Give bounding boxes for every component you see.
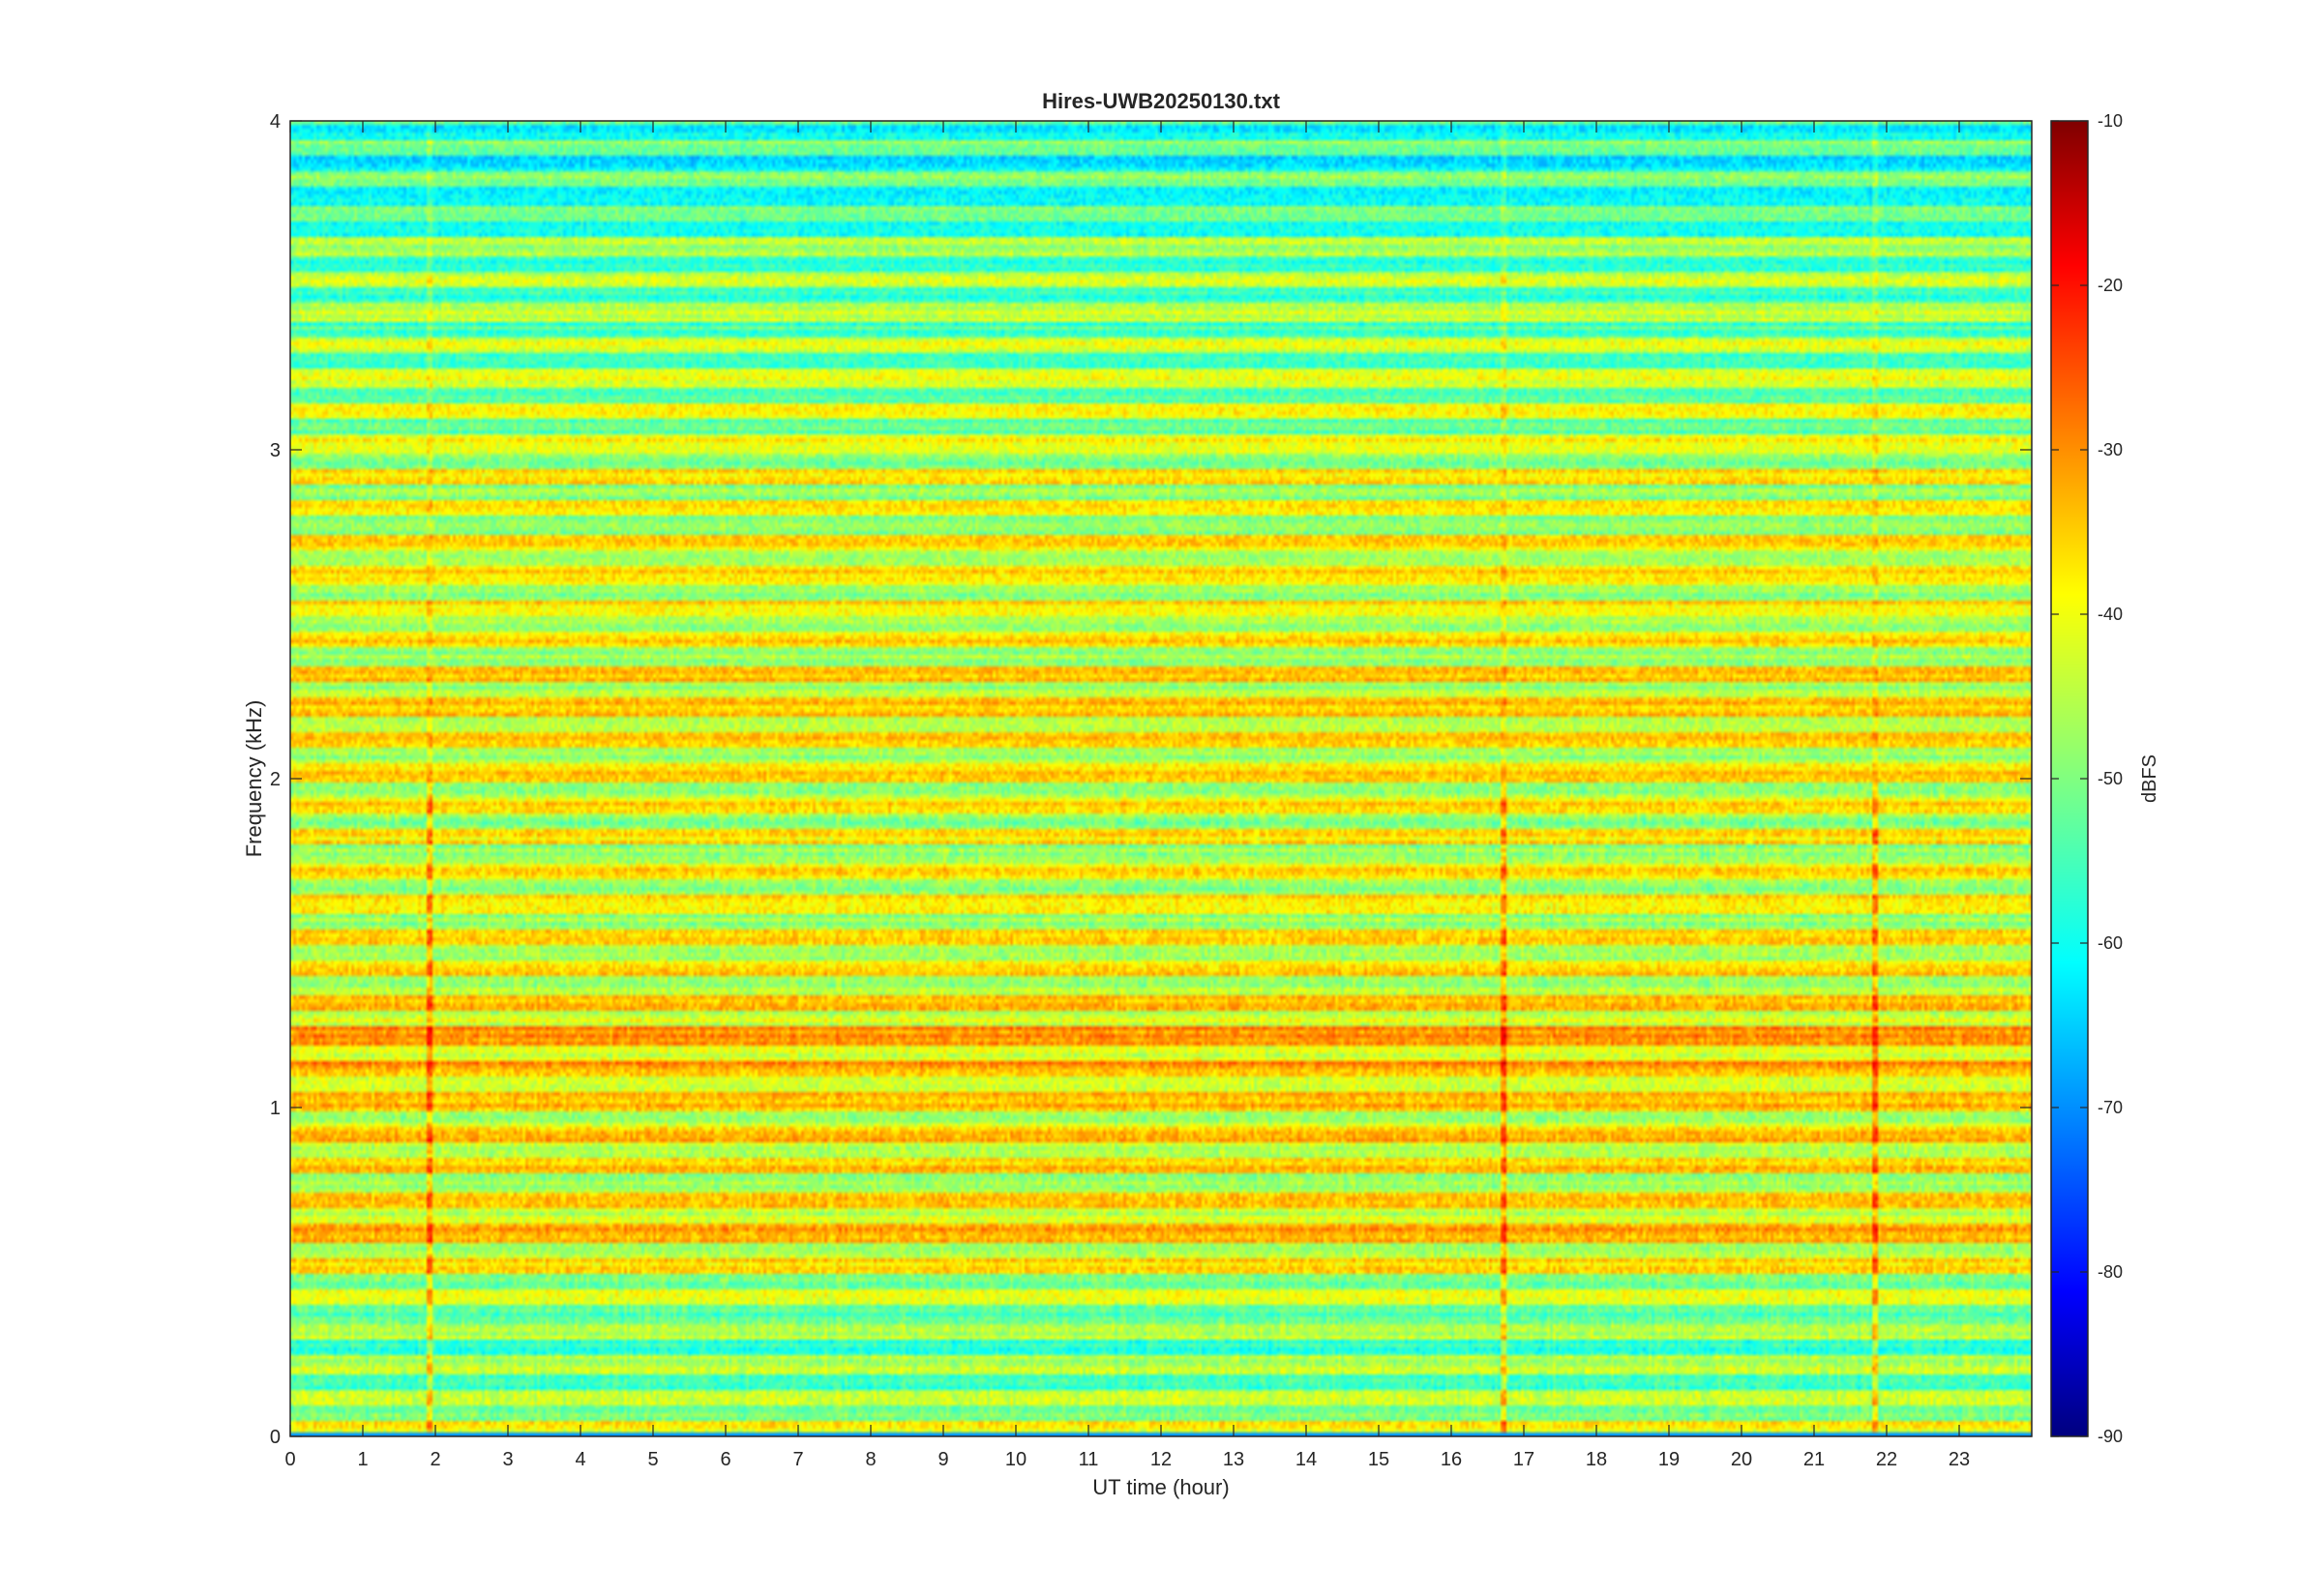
x-tick-label: 15 (1368, 1449, 1389, 1470)
colorbar-tick-label: -70 (2098, 1098, 2123, 1117)
colorbar-tick-label: -60 (2098, 933, 2123, 953)
colorbar-ticks: -10 -20 -30 -40 -50 -60 -70 -80 -90 (2051, 111, 2123, 1446)
x-tick-label: 6 (720, 1449, 730, 1470)
colorbar-tick-label: -50 (2098, 769, 2123, 788)
colorbar-tick-label: -10 (2098, 111, 2123, 131)
x-tick-label: 20 (1731, 1449, 1752, 1470)
y-axis-label: Frequency (kHz) (242, 700, 266, 858)
x-tick-label: 13 (1223, 1449, 1244, 1470)
spectrogram-image (290, 121, 2032, 1436)
y-tick-label: 0 (270, 1427, 281, 1448)
x-tick-label: 16 (1441, 1449, 1462, 1470)
x-tick-label: 7 (792, 1449, 803, 1470)
y-tick-label: 3 (270, 440, 281, 461)
x-tick-label: 14 (1295, 1449, 1317, 1470)
x-tick-label: 22 (1876, 1449, 1897, 1470)
x-tick-label: 19 (1658, 1449, 1680, 1470)
x-tick-label: 10 (1005, 1449, 1027, 1470)
y-tick-label: 4 (270, 111, 281, 133)
x-tick-label: 11 (1079, 1449, 1099, 1470)
x-tick-label: 23 (1949, 1449, 1970, 1470)
x-tick-label: 21 (1803, 1449, 1825, 1470)
y-tick-label: 1 (270, 1098, 281, 1119)
x-axis: 0 1 2 3 4 5 6 7 8 9 10 11 12 13 14 15 16 17 18 19 20 21 22 23 (284, 121, 1970, 1470)
colorbar-tick-label: -30 (2098, 440, 2123, 459)
x-tick-label: 1 (357, 1449, 368, 1470)
x-tick-label: 8 (865, 1449, 876, 1470)
x-tick-label: 12 (1150, 1449, 1172, 1470)
colorbar-tick-label: -80 (2098, 1262, 2123, 1282)
colorbar-tick-label: -20 (2098, 276, 2123, 295)
x-tick-label: 0 (284, 1449, 295, 1470)
chart-title: Hires-UWB20250130.txt (1042, 89, 1280, 113)
x-tick-label: 2 (430, 1449, 440, 1470)
x-axis-label: UT time (hour) (1092, 1475, 1229, 1499)
x-tick-label: 5 (647, 1449, 658, 1470)
y-axis: 0 1 2 3 4 (270, 111, 2032, 1448)
x-tick-label: 9 (938, 1449, 948, 1470)
x-tick-label: 3 (502, 1449, 513, 1470)
x-tick-label: 18 (1586, 1449, 1607, 1470)
colorbar: -10 -20 -30 -40 -50 -60 -70 -80 -90 dBFS (2050, 111, 2160, 1446)
y-tick-label: 2 (270, 769, 281, 790)
x-tick-label: 4 (575, 1449, 585, 1470)
colorbar-label: dBFS (2139, 754, 2160, 803)
x-tick-label: 17 (1513, 1449, 1534, 1470)
colorbar-tick-label: -40 (2098, 605, 2123, 624)
plot-area (289, 120, 2033, 1437)
colorbar-tick-label: -90 (2098, 1427, 2123, 1446)
